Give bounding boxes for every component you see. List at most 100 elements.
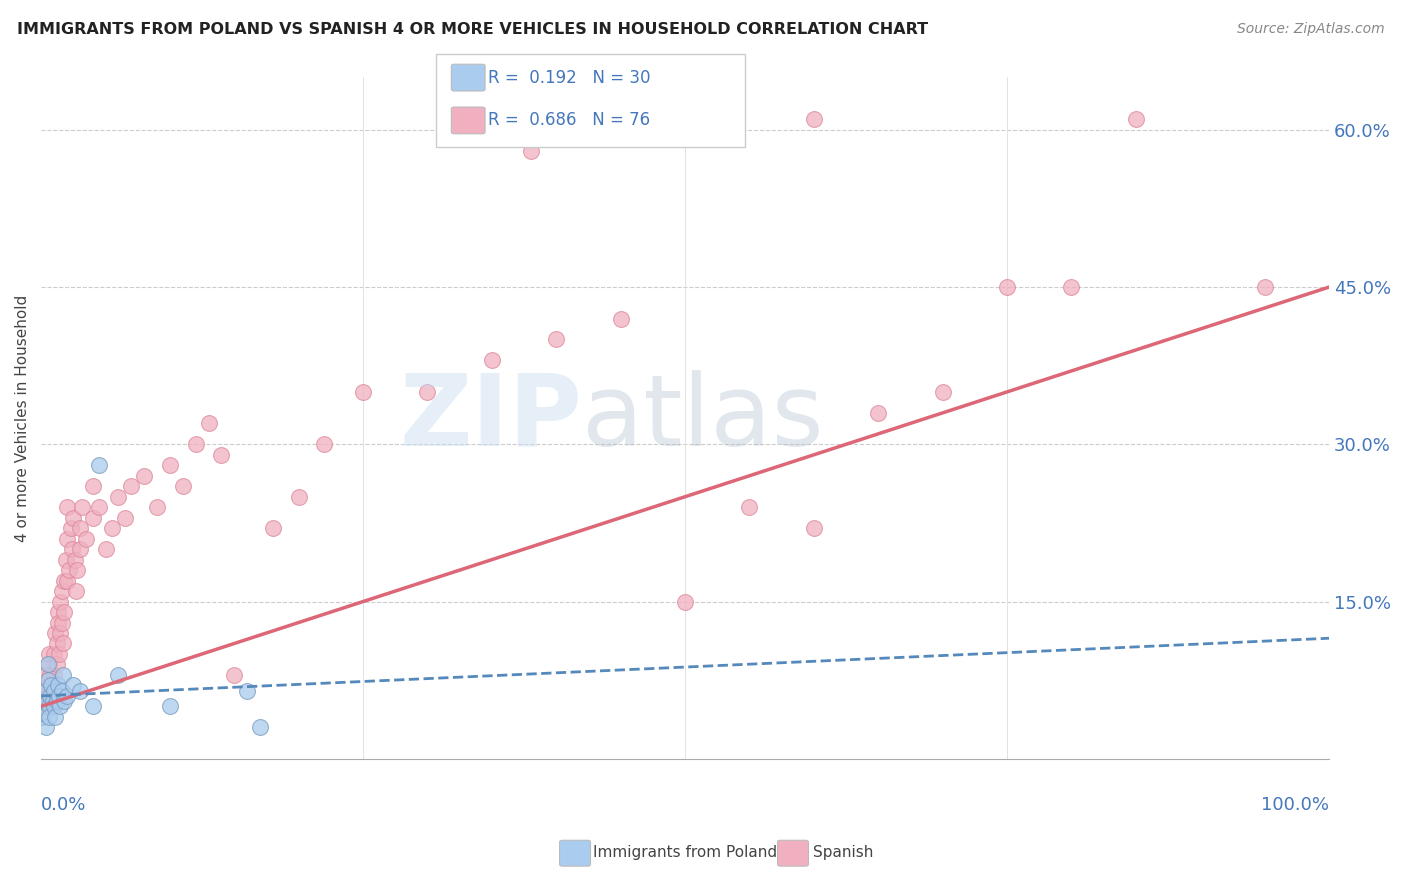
- Point: [52, 636, 75, 650]
- Point: [34, 699, 56, 714]
- Y-axis label: 4 or more Vehicles in Household: 4 or more Vehicles in Household: [15, 294, 30, 541]
- Point: [609, 311, 631, 326]
- Point: [39, 668, 62, 682]
- Text: R =  0.192   N = 30: R = 0.192 N = 30: [488, 69, 651, 87]
- Point: [49, 594, 72, 608]
- Point: [56, 532, 79, 546]
- Point: [38, 657, 60, 672]
- Point: [41, 689, 63, 703]
- Point: [45, 636, 67, 650]
- Point: [58, 563, 80, 577]
- Point: [39, 689, 62, 703]
- Point: [868, 406, 890, 420]
- Point: [44, 710, 66, 724]
- Point: [31, 710, 53, 724]
- Point: [52, 668, 75, 682]
- Point: [49, 626, 72, 640]
- Point: [46, 605, 69, 619]
- Point: [803, 112, 825, 127]
- Point: [32, 694, 55, 708]
- Point: [37, 657, 59, 672]
- Point: [38, 699, 60, 714]
- Point: [59, 521, 82, 535]
- Point: [42, 647, 65, 661]
- Point: [224, 668, 246, 682]
- Point: [35, 668, 58, 682]
- Point: [69, 521, 91, 535]
- Point: [738, 500, 761, 515]
- Point: [42, 699, 65, 714]
- Point: [53, 694, 76, 708]
- Point: [41, 678, 63, 692]
- Point: [56, 689, 79, 703]
- Point: [45, 657, 67, 672]
- Point: [197, 417, 219, 431]
- Text: IMMIGRANTS FROM POLAND VS SPANISH 4 OR MORE VEHICLES IN HOUSEHOLD CORRELATION CH: IMMIGRANTS FROM POLAND VS SPANISH 4 OR M…: [17, 22, 928, 37]
- Point: [94, 542, 117, 557]
- Point: [82, 699, 104, 714]
- Point: [519, 144, 541, 158]
- Point: [114, 510, 136, 524]
- Point: [53, 574, 76, 588]
- Point: [42, 668, 65, 682]
- Point: [34, 683, 56, 698]
- Point: [995, 280, 1018, 294]
- Point: [37, 678, 59, 692]
- Point: [41, 699, 63, 714]
- Point: [120, 479, 142, 493]
- Point: [159, 458, 181, 473]
- Point: [63, 552, 86, 566]
- Point: [481, 353, 503, 368]
- Point: [41, 694, 63, 708]
- Text: R =  0.686   N = 76: R = 0.686 N = 76: [488, 112, 650, 129]
- Point: [56, 574, 79, 588]
- Point: [62, 510, 84, 524]
- Point: [134, 468, 156, 483]
- Point: [146, 500, 169, 515]
- Point: [56, 500, 79, 515]
- Point: [82, 479, 104, 493]
- Point: [352, 384, 374, 399]
- Point: [287, 490, 309, 504]
- Text: Source: ZipAtlas.com: Source: ZipAtlas.com: [1237, 22, 1385, 37]
- Point: [416, 384, 439, 399]
- Point: [249, 720, 271, 734]
- Point: [1125, 112, 1147, 127]
- Text: 0.0%: 0.0%: [41, 797, 87, 814]
- Point: [262, 521, 284, 535]
- Point: [72, 500, 94, 515]
- Point: [35, 720, 58, 734]
- Point: [62, 678, 84, 692]
- Point: [172, 479, 194, 493]
- Point: [673, 594, 696, 608]
- Point: [82, 510, 104, 524]
- Point: [87, 500, 110, 515]
- Point: [46, 615, 69, 630]
- Text: ZIP: ZIP: [399, 369, 582, 467]
- Point: [49, 699, 72, 714]
- Point: [38, 647, 60, 661]
- Point: [314, 437, 336, 451]
- Point: [48, 689, 70, 703]
- Point: [236, 683, 259, 698]
- Point: [44, 626, 66, 640]
- Point: [69, 683, 91, 698]
- Point: [51, 683, 73, 698]
- Point: [546, 333, 568, 347]
- Point: [931, 384, 953, 399]
- Point: [31, 710, 53, 724]
- Text: Spanish: Spanish: [813, 846, 873, 860]
- Point: [107, 490, 129, 504]
- Point: [60, 542, 83, 557]
- Point: [51, 584, 73, 599]
- Point: [65, 584, 87, 599]
- Point: [107, 668, 129, 682]
- Point: [42, 683, 65, 698]
- Point: [45, 694, 67, 708]
- Point: [38, 710, 60, 724]
- Point: [32, 689, 55, 703]
- Point: [53, 605, 76, 619]
- Point: [66, 563, 89, 577]
- Point: [46, 678, 69, 692]
- Point: [87, 458, 110, 473]
